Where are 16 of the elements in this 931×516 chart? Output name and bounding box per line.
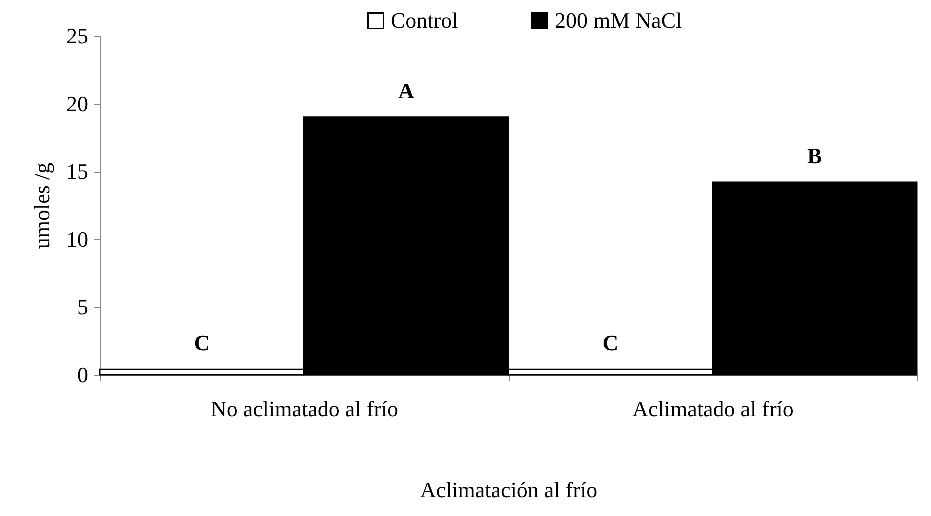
data-label: B (808, 143, 823, 168)
x-tick-label: No aclimatado al frío (210, 396, 399, 422)
y-axis-title: umoles /g (30, 162, 54, 250)
legend-label: 200 mM NaCl (555, 8, 682, 33)
x-axis-title: Aclimatación al frío (420, 478, 598, 502)
data-label: C (194, 330, 210, 356)
y-tick-label: 0 (78, 362, 88, 388)
y-tick-label: 10 (66, 226, 88, 252)
data-label: C (602, 330, 619, 356)
data-label: A (398, 78, 414, 104)
legend-label: Control (391, 8, 458, 33)
y-tick-label: 5 (78, 294, 88, 320)
y-tick-label: 25 (66, 24, 88, 48)
y-tick-label: 20 (66, 91, 88, 116)
x-tick-label: Aclimatado al frío (632, 396, 794, 422)
y-tick-label: 15 (66, 159, 88, 184)
